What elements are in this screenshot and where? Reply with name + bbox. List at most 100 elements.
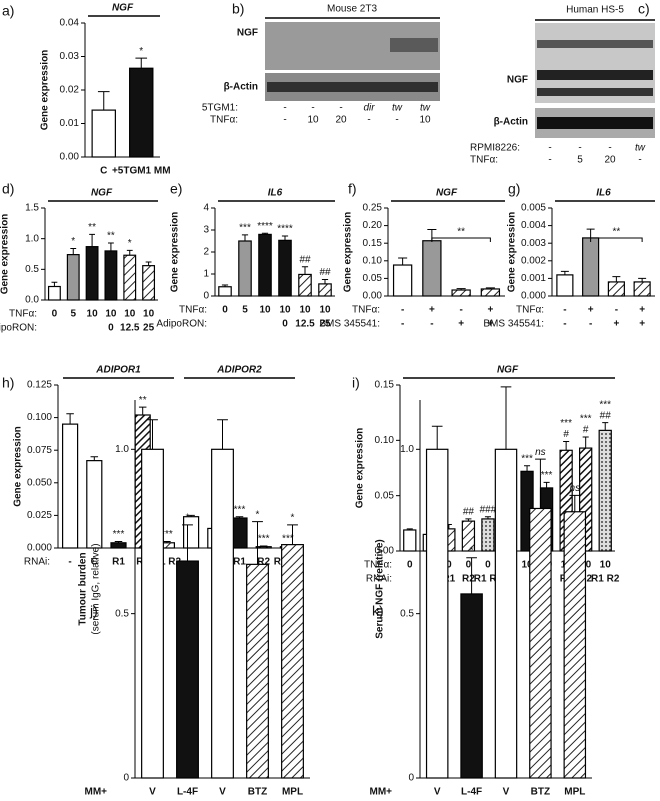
error-bar [126, 249, 133, 256]
chart-title: NGF [497, 365, 519, 376]
error-bar [535, 458, 546, 509]
y-tick-label: 0.10 [375, 435, 395, 446]
panel-label: h) [2, 375, 14, 391]
error-bar [431, 425, 443, 450]
y-tick-label: 1.0 [25, 233, 39, 244]
bar [298, 273, 312, 297]
error-bar [586, 228, 595, 238]
y-tick-label: 0.5 [25, 264, 39, 275]
y-tick-label: 0.02 [60, 85, 80, 96]
significance: **** [277, 224, 293, 235]
y-tick-label: 0.04 [60, 18, 80, 29]
significance: *** [113, 529, 125, 540]
bar [123, 254, 137, 301]
x-tick-label: V [219, 787, 226, 796]
y-tick-label: 0.5 [400, 608, 414, 619]
row-value: 10 [600, 560, 612, 571]
row-value: 0 [407, 560, 413, 571]
bracket [590, 237, 643, 242]
error-bar [560, 270, 569, 275]
y-tick-label: 0.0 [25, 295, 39, 306]
lane-label: - [367, 115, 370, 126]
bar [129, 67, 154, 158]
error-bar [252, 521, 263, 565]
row-label: TNFα: [516, 305, 544, 316]
error-bar [524, 465, 531, 472]
lane-label: - [283, 115, 286, 126]
row-label: TNFα: [9, 309, 37, 320]
bar [494, 448, 518, 779]
significance: * [186, 513, 190, 524]
lane-label: - [339, 103, 342, 114]
error-bar [261, 232, 269, 235]
row-value: R1 R2 [474, 574, 503, 585]
significance: ## [319, 267, 331, 278]
lane-label: tw [420, 103, 431, 114]
error-bar [543, 481, 550, 488]
bar [231, 517, 248, 549]
y-tick-label: 0.25 [363, 203, 383, 214]
y-tick-label: 0.005 [521, 203, 546, 214]
row-label: 5TGM1: [202, 103, 238, 114]
significance: * [256, 509, 260, 520]
error-bar [465, 518, 472, 522]
blot-c: c) Human HS-5 NGF β-Actin [494, 1, 655, 138]
row-value: 0 [466, 560, 472, 571]
significance: ## [463, 507, 475, 518]
error-bar [70, 247, 77, 255]
row-value: - [589, 319, 592, 330]
lane-label: - [548, 155, 551, 166]
y-tick-label: 0.15 [375, 380, 395, 391]
y-tick-label: 0.075 [27, 445, 52, 456]
blot-band [537, 117, 653, 129]
y-tick-label: 0 [123, 773, 129, 784]
significance: * [291, 513, 295, 524]
y-tick-label: 0.5 [115, 608, 129, 619]
lane-label: - [395, 115, 398, 126]
bar [61, 423, 79, 549]
error-bar [301, 266, 309, 275]
row-value: R1 R2 [153, 557, 182, 568]
error-bar [563, 440, 570, 451]
y-tick-label: 0.10 [363, 255, 383, 266]
significance: # [583, 425, 589, 436]
y-axis-label: Gene expression [507, 212, 518, 293]
x-tick-label: V [503, 787, 510, 796]
bar [529, 507, 552, 779]
bar [211, 448, 234, 779]
y-tick-label: 2 [203, 247, 209, 258]
row-value: + [487, 305, 493, 316]
bar [258, 233, 272, 297]
bar [246, 563, 269, 779]
row-label: BMS 345541: [319, 319, 380, 330]
lane-label: dir [363, 103, 375, 114]
bar [318, 283, 332, 297]
bar [607, 281, 625, 297]
y-tick-label: 0.05 [363, 273, 383, 284]
bar [422, 240, 442, 297]
row-value: 10 [299, 305, 311, 316]
error-bar [90, 456, 99, 461]
bar [460, 593, 483, 779]
chart-title: NGF [91, 188, 113, 199]
error-bar [582, 436, 589, 449]
y-tick-label: 0.000 [521, 291, 546, 302]
significance: *** [521, 453, 533, 464]
row-value: 0 [108, 323, 114, 334]
y-axis-label: Gene expression [355, 428, 366, 509]
significance: *** [234, 504, 246, 515]
row-value: 0 [52, 309, 58, 320]
bar [582, 237, 600, 297]
y-tick-label: 0.05 [375, 490, 395, 501]
bar [141, 448, 164, 779]
bar [281, 544, 304, 779]
error-bar [97, 91, 110, 111]
significance: ## [600, 410, 612, 421]
x-tick-label: L-4F [461, 787, 482, 796]
panel-label: e) [170, 181, 182, 197]
error-bar [612, 276, 621, 282]
y-tick-label: 0.00 [375, 546, 395, 557]
row-label: AdipoRON: [0, 323, 37, 334]
lane-label: - [548, 143, 551, 154]
significance: # [563, 429, 569, 440]
